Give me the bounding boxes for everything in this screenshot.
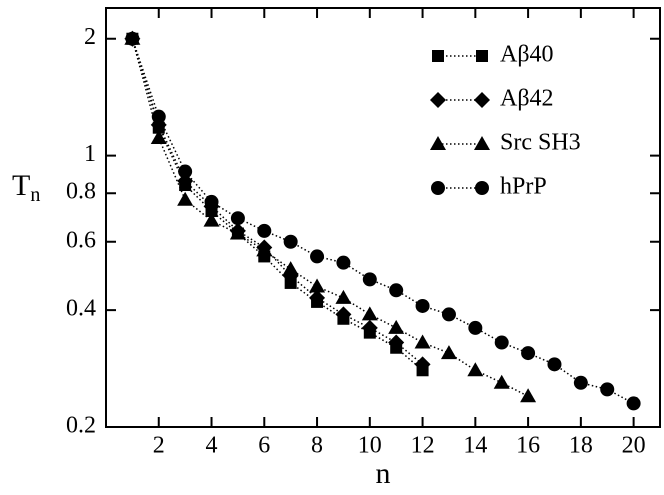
plot-frame [105,7,661,428]
y-axis-label-main: T [12,169,30,202]
marker-circle [178,164,193,179]
marker-triangle [440,345,457,360]
x-tick-label: 6 [258,433,270,459]
marker-circle [310,249,325,264]
x-tick-label: 12 [411,433,435,459]
legend-marker [430,92,446,108]
marker-diamond [388,334,405,351]
legend-label: Aβ42 [500,86,554,112]
y-axis-label-sub: n [30,184,40,206]
x-tick-label: 8 [311,433,323,459]
marker-triangle [414,334,431,349]
marker-triangle [467,362,484,377]
marker-circle [547,357,562,372]
marker-triangle [150,130,167,145]
marker-circle [521,346,536,361]
marker-circle [125,31,140,46]
marker-circle [626,396,641,411]
marker-circle [362,272,377,287]
x-tick-label: 18 [569,433,593,459]
x-tick-label: 14 [463,433,487,459]
x-tick-label: 10 [358,433,382,459]
marker-circle [494,335,509,350]
marker-triangle [229,225,246,240]
marker-circle [283,234,298,249]
marker-triangle [335,289,352,304]
marker-diamond [361,319,378,336]
marker-circle [573,375,588,390]
legend-label: Src SH3 [500,130,581,156]
y-tick-label: 0.2 [66,413,96,439]
marker-circle [468,320,483,335]
marker-circle [151,109,166,124]
marker-triangle [309,278,326,293]
marker-circle [230,211,245,226]
marker-circle [415,298,430,313]
legend-label: hPrP [500,174,547,200]
y-tick-label: 0.8 [66,179,96,205]
x-tick-label: 4 [206,433,218,459]
marker-circle [389,283,404,298]
marker-triangle [493,374,510,389]
series-line [131,38,529,397]
marker-circle [336,255,351,270]
x-tick-label: 2 [153,433,165,459]
marker-triangle [177,191,194,206]
marker-circle [441,307,456,322]
y-axis-label: Tn [12,169,40,206]
x-tick-label: 20 [622,433,646,459]
marker-circle [600,382,615,397]
legend-marker [432,50,444,62]
marker-diamond [309,289,326,306]
y-tick-label: 0.6 [66,227,96,253]
legend-marker [476,50,488,62]
marker-circle [257,223,272,238]
y-tick-label: 0.4 [66,296,96,322]
legend-marker [474,92,490,108]
legend-marker [430,136,446,150]
marker-triangle [388,319,405,334]
x-axis-label: n [376,457,391,490]
marker-triangle [203,212,220,227]
marker-triangle [520,388,537,403]
x-tick-label: 16 [516,433,540,459]
legend-label: Aβ40 [500,42,554,68]
marker-triangle [282,261,299,276]
series-line [131,38,424,371]
y-tick-label: 1 [84,141,96,167]
marker-triangle [361,306,378,321]
legend-marker [474,136,490,150]
y-tick-label: 2 [84,24,96,50]
series-line [131,38,424,365]
legend-marker [431,181,445,195]
marker-diamond [414,356,431,373]
marker-circle [204,194,219,209]
marker-triangle [256,242,273,257]
marker-diamond [335,306,352,323]
legend-marker [475,181,489,195]
